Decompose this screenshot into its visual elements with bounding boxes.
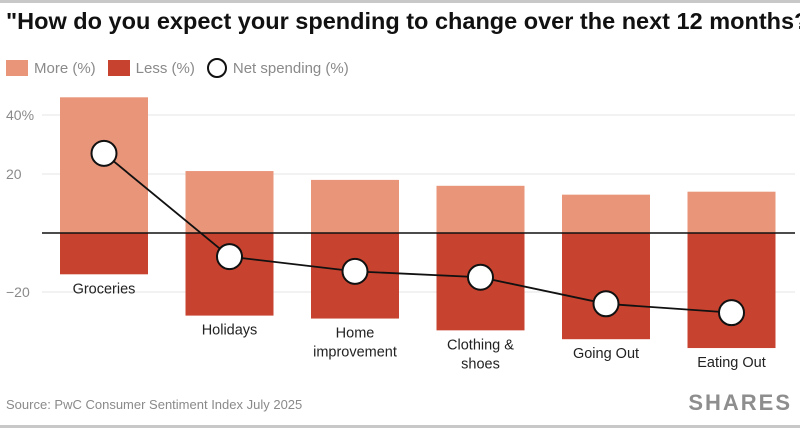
- net-spending-point: [90, 139, 118, 167]
- y-tick-label: 20: [6, 166, 22, 182]
- bar-more: [436, 185, 525, 233]
- bar-less: [687, 233, 776, 349]
- source-note: Source: PwC Consumer Sentiment Index Jul…: [6, 397, 303, 412]
- bar-more: [562, 194, 650, 233]
- category-label: Going Out: [573, 346, 639, 362]
- net-spending-line: [103, 152, 732, 314]
- legend-item-more: More (%): [6, 60, 96, 77]
- net-spending-point: [216, 243, 243, 271]
- net-spending-point: [592, 290, 620, 318]
- bottom-rule: [0, 425, 800, 428]
- legend-label-net: Net spending (%): [232, 59, 349, 77]
- net-spending-point: [341, 257, 369, 285]
- bar-more: [687, 191, 776, 233]
- bar-less: [60, 233, 148, 275]
- legend: More (%) Less (%) Net spending (%): [6, 56, 361, 80]
- legend-item-less: Less (%): [107, 59, 195, 77]
- category-label: Holidays: [202, 323, 258, 339]
- bar-more: [311, 179, 399, 233]
- brand-logo: SHARES: [688, 390, 792, 415]
- bar-less: [562, 233, 650, 340]
- top-rule: [0, 0, 800, 3]
- net-spending-point: [718, 299, 745, 327]
- chart-title: "How do you expect your spending to chan…: [6, 8, 800, 34]
- category-label: Groceries: [73, 281, 136, 297]
- bar-more: [185, 171, 274, 233]
- legend-marker-net: [206, 58, 227, 78]
- y-tick-label: −20: [6, 284, 30, 300]
- legend-label-less: Less (%): [135, 59, 195, 77]
- legend-item-net: Net spending (%): [206, 58, 349, 78]
- category-label: Home improvement: [313, 326, 397, 361]
- legend-swatch-less: [107, 60, 130, 76]
- category-label: Clothing & shoes: [447, 337, 514, 372]
- category-label: Eating Out: [697, 355, 766, 371]
- legend-swatch-more: [6, 60, 28, 76]
- net-spending-point: [467, 263, 494, 291]
- legend-label-more: More (%): [34, 59, 96, 77]
- y-tick-label: 40%: [6, 107, 34, 123]
